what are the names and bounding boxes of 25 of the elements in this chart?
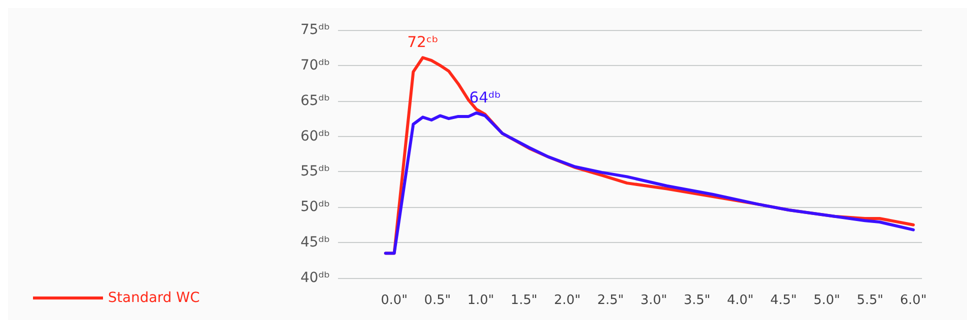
- x-tick-label: 1.5": [510, 293, 538, 308]
- line-series: [384, 111, 915, 255]
- x-tick-label: 5.0": [814, 293, 840, 308]
- x-tick-label: 0.5": [424, 293, 451, 308]
- x-tick-label: 4.5": [770, 293, 797, 308]
- x-tick-label: 2.0": [554, 293, 581, 308]
- x-tick-label: 2.5": [597, 293, 624, 308]
- x-tick-label: 6.0": [900, 293, 927, 308]
- y-tick-label: 70ᵈᵇ: [300, 57, 330, 74]
- x-tick-label: 5.5": [856, 293, 884, 308]
- x-tick-label: 3.0": [640, 293, 668, 308]
- y-tick-label: 65ᵈᵇ: [300, 92, 330, 109]
- y-tick-label: 60ᵈᵇ: [300, 128, 330, 144]
- y-tick-label: 45ᵈᵇ: [300, 234, 330, 251]
- annotation: 64ᵈᵇ: [469, 88, 501, 106]
- x-tick-label: 4.0": [726, 293, 754, 308]
- x-tick-label: 1.0": [467, 293, 494, 308]
- y-tick-label: 75ᵈᵇ: [300, 22, 330, 38]
- y-tick-label: 50ᵈᵇ: [300, 199, 330, 216]
- annotation: 72ᶜᵇ: [407, 33, 438, 52]
- x-tick-label: 3.5": [684, 293, 710, 308]
- x-tick-label: 0.0": [380, 293, 408, 308]
- y-tick-label: 55ᵈᵇ: [300, 164, 330, 180]
- legend-label: Standard WC: [108, 290, 200, 306]
- y-tick-label: 40ᵈᵇ: [300, 270, 330, 286]
